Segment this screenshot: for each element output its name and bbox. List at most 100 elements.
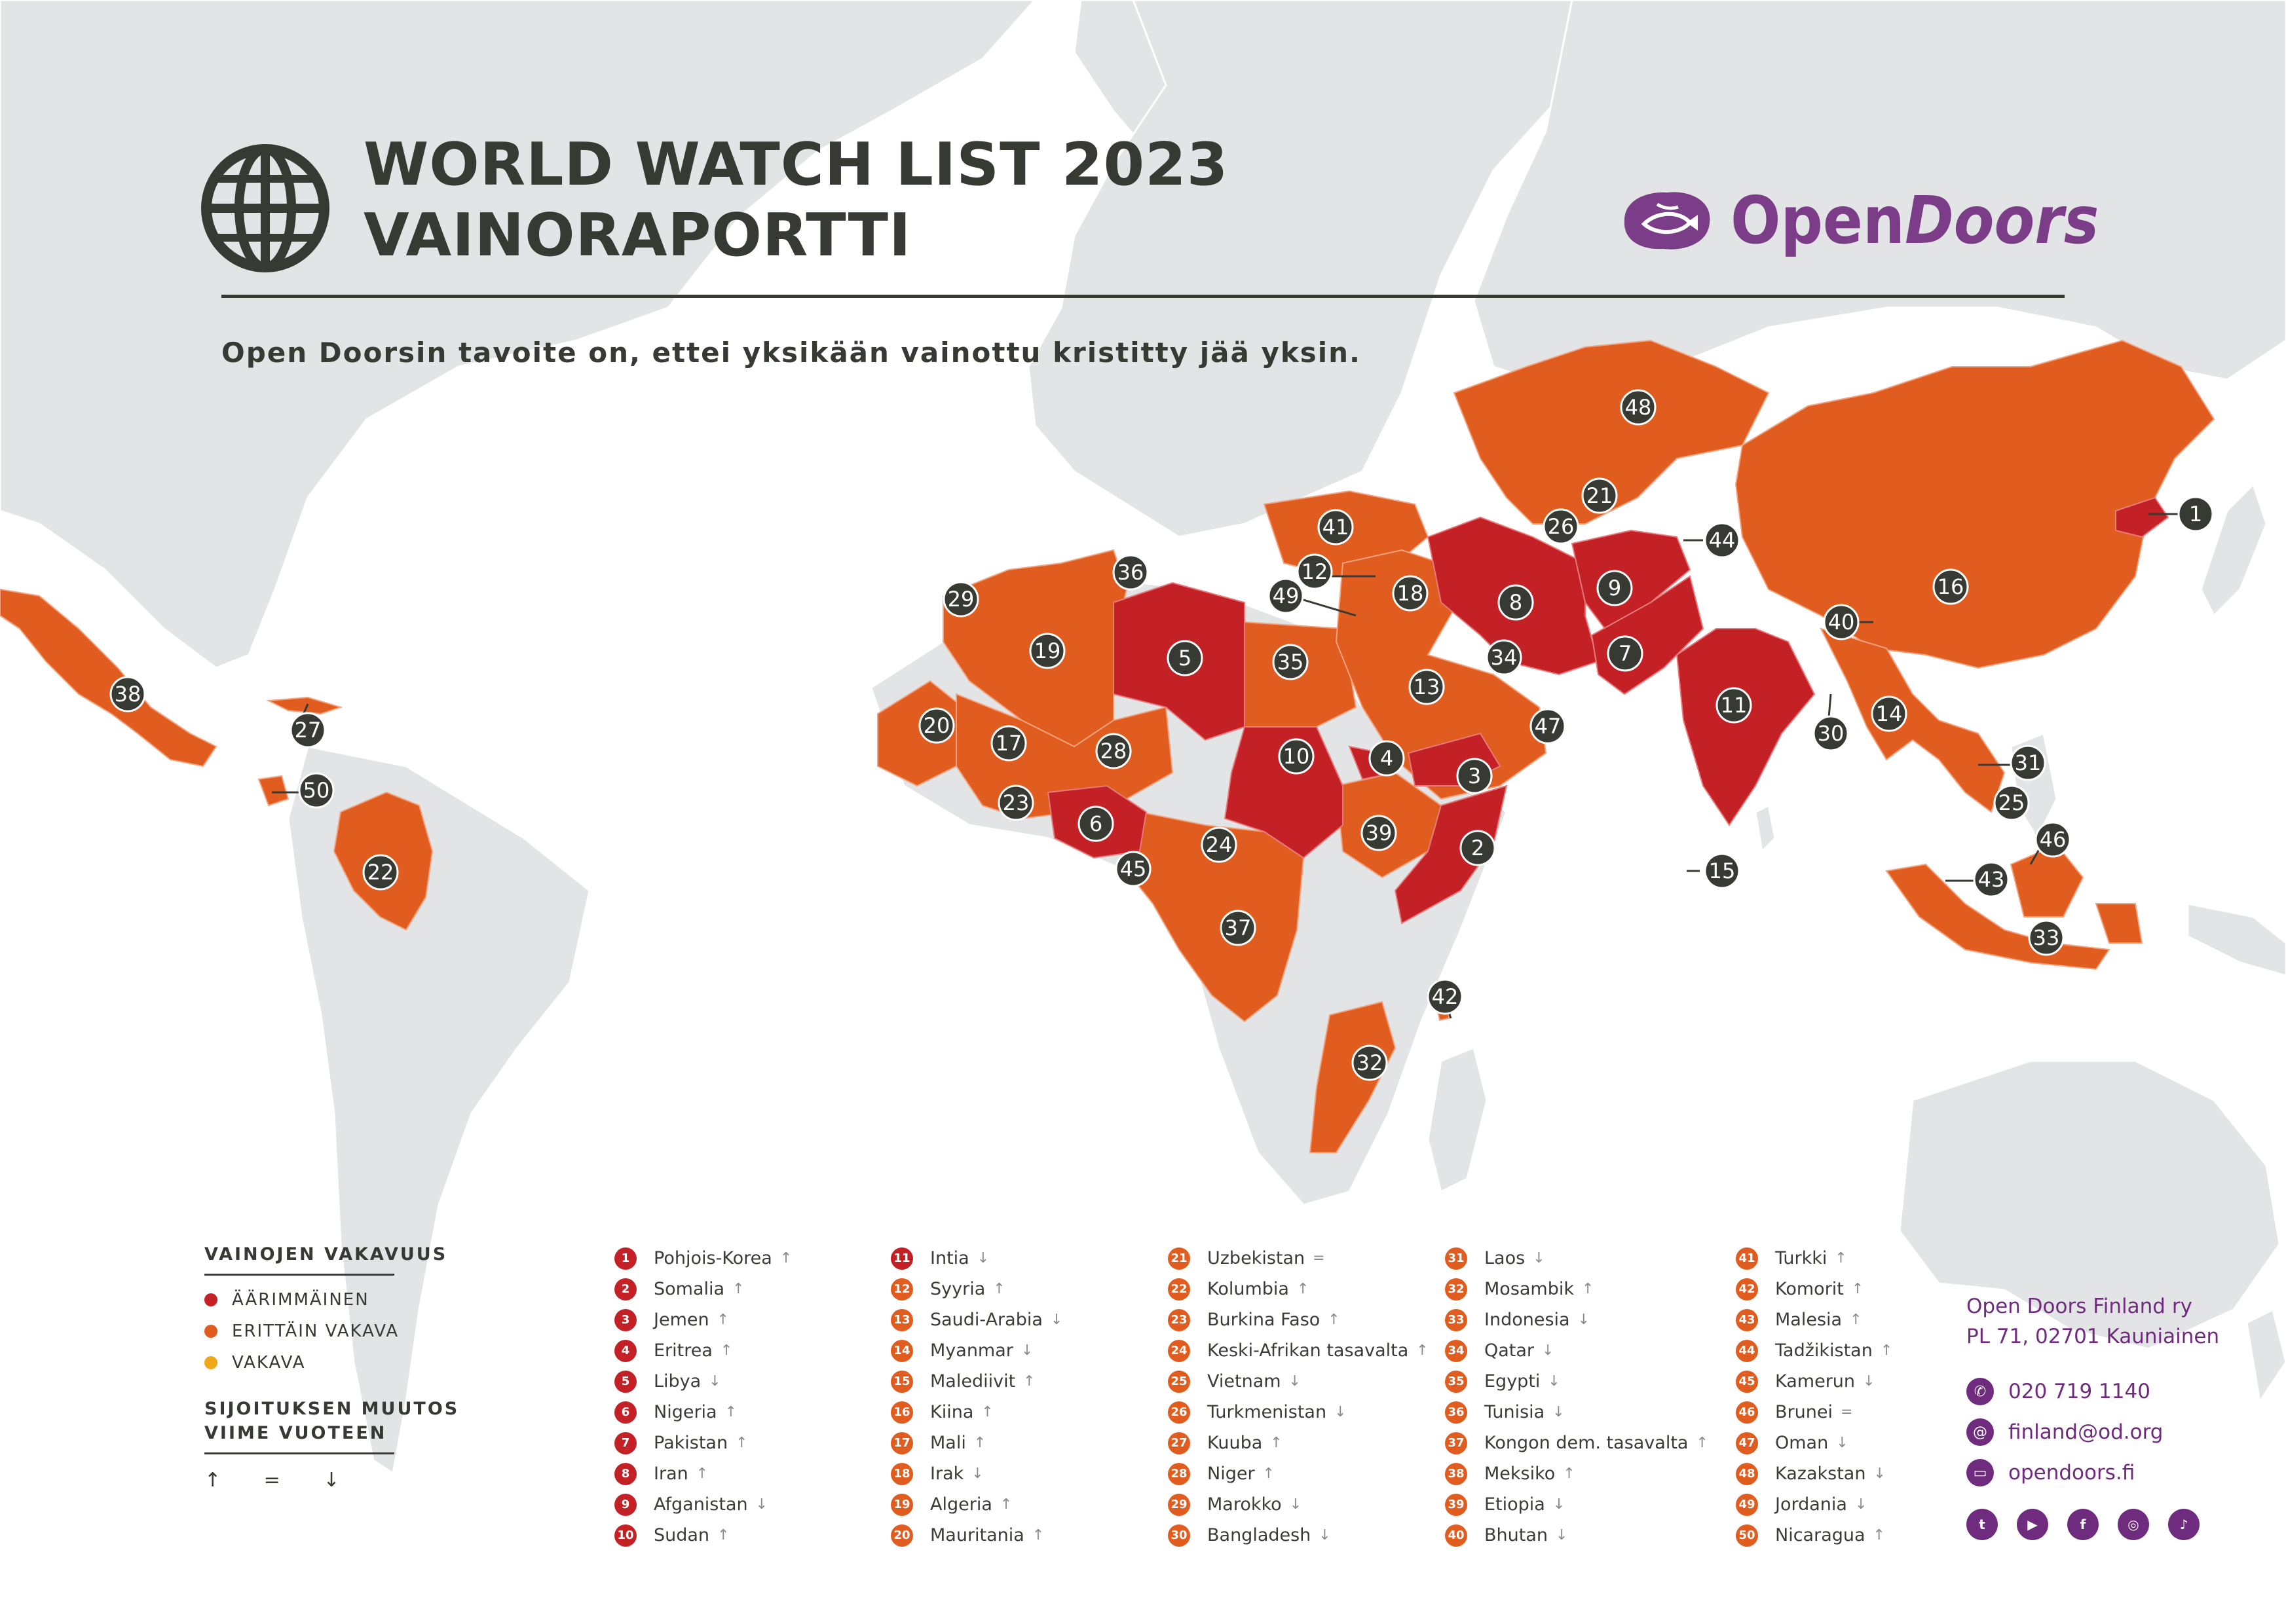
phone-icon: ✆ — [1966, 1378, 1994, 1405]
contact-org-address: PL 71, 02701 Kauniainen — [1966, 1325, 2220, 1348]
country-name: Eritrea — [654, 1340, 713, 1361]
ranking-row: 3 Jemen ↑ — [614, 1304, 792, 1335]
ranking-row: 17 Mali ↑ — [891, 1428, 1062, 1458]
country-name: Mauritania — [930, 1525, 1024, 1545]
rank-trend-icon: ↓ — [1542, 1342, 1554, 1359]
ranking-row: 30 Bangladesh ↓ — [1168, 1520, 1429, 1551]
ranking-row: 46 Brunei = — [1736, 1397, 1892, 1428]
country-name: Kiina — [930, 1402, 974, 1422]
rank-badge: 19 — [891, 1493, 913, 1516]
rank-trend-icon: ↓ — [1552, 1404, 1565, 1420]
rank-trend-icon: ↑ — [1851, 1281, 1864, 1297]
rank-trend-icon: ↓ — [1319, 1527, 1331, 1543]
map-marker-42: 42 — [1427, 978, 1463, 1015]
map-marker-label: 38 — [115, 682, 141, 707]
map-marker-27: 27 — [290, 712, 326, 748]
email-icon: @ — [1966, 1418, 1994, 1446]
country-name: Meksiko — [1484, 1464, 1556, 1484]
rank-trend-icon: ↓ — [1334, 1404, 1347, 1420]
country-name: Pohjois-Korea — [654, 1248, 772, 1268]
rank-markers: 1234567891011121314151617181920212223242… — [109, 389, 2214, 1081]
rank-trend-icon: ↓ — [977, 1250, 990, 1266]
map-marker-50: 50 — [298, 772, 335, 809]
map-marker-label: 9 — [1608, 576, 1621, 600]
legend-divider — [204, 1274, 394, 1276]
rank-trend-icon: ↓ — [1289, 1496, 1302, 1513]
country-somalia — [1394, 784, 1508, 925]
map-marker-label: 46 — [2040, 827, 2067, 852]
country-name: Malesia — [1775, 1310, 1843, 1330]
rank-badge: 13 — [891, 1308, 913, 1331]
country-name: Kazakstan — [1775, 1464, 1866, 1484]
ranking-row: 41 Turkki ↑ — [1736, 1243, 1892, 1274]
contact-email[interactable]: @ finland@od.org — [1966, 1418, 2219, 1446]
country-name: Myanmar — [930, 1340, 1013, 1361]
tiktok-icon[interactable]: ♪ — [2168, 1509, 2200, 1540]
youtube-icon[interactable]: ▶ — [2017, 1509, 2048, 1540]
rank-badge: 9 — [614, 1493, 637, 1516]
ranking-row: 44 Tadžikistan ↑ — [1736, 1335, 1892, 1366]
rank-badge: 1 — [614, 1247, 637, 1270]
ranking-row: 5 Libya ↓ — [614, 1366, 792, 1397]
ranking-row: 7 Pakistan ↑ — [614, 1428, 792, 1458]
map-marker-circle — [1427, 978, 1463, 1015]
legend-item-extreme: ÄÄRIMMÄINEN — [204, 1290, 459, 1310]
country-name: Vietnam — [1207, 1371, 1281, 1392]
facebook-icon[interactable]: f — [2067, 1509, 2099, 1540]
contact-web[interactable]: ▭ opendoors.fi — [1966, 1459, 2219, 1486]
rank-badge: 46 — [1736, 1401, 1758, 1424]
rank-badge: 36 — [1445, 1401, 1467, 1424]
map-marker-label: 26 — [1548, 514, 1575, 539]
rank-badge: 21 — [1168, 1247, 1190, 1270]
country-name: Jordania — [1775, 1494, 1847, 1515]
map-marker-label: 34 — [1491, 645, 1518, 670]
contact-phone[interactable]: ✆ 020 719 1140 — [1966, 1378, 2219, 1405]
map-marker-label: 18 — [1397, 581, 1424, 606]
legend-divider-2 — [204, 1452, 394, 1454]
country-central-africa — [1125, 811, 1305, 1023]
country-name: Turkki — [1775, 1248, 1827, 1268]
map-marker-16: 16 — [1932, 568, 1969, 605]
ranking-row: 9 Afganistan ↓ — [614, 1489, 792, 1520]
map-marker-7: 7 — [1607, 635, 1643, 672]
country-china — [1734, 339, 2215, 669]
map-marker-8: 8 — [1497, 584, 1534, 621]
ranking-row: 34 Qatar ↓ — [1445, 1335, 1708, 1366]
rank-trend-icon: ↑ — [1328, 1312, 1340, 1328]
ranking-row: 49 Jordania ↓ — [1736, 1489, 1892, 1520]
map-marker-label: 44 — [1709, 528, 1736, 553]
map-marker-circle — [2028, 919, 2065, 956]
map-marker-circle — [990, 725, 1027, 762]
country-cuba — [266, 696, 343, 715]
map-marker-34: 34 — [1486, 639, 1522, 676]
country-name: Keski-Afrikan tasavalta — [1207, 1340, 1409, 1361]
ranking-row: 2 Somalia ↑ — [614, 1274, 792, 1304]
ranking-row: 40 Bhutan ↓ — [1445, 1520, 1708, 1551]
map-marker-43: 43 — [1973, 861, 2010, 898]
map-marker-label: 49 — [1273, 583, 1300, 608]
rank-badge: 5 — [614, 1370, 637, 1393]
map-marker-label: 8 — [1509, 590, 1522, 615]
rank-badge: 45 — [1736, 1370, 1758, 1393]
ranking-row: 23 Burkina Faso ↑ — [1168, 1304, 1429, 1335]
map-marker-4: 4 — [1368, 740, 1405, 777]
rankings-column-5: 41 Turkki ↑ 42 Komorit ↑ 43 Malesia ↑ 44 Tadžikist… — [1736, 1243, 1892, 1551]
map-marker-45: 45 — [1115, 851, 1152, 887]
map-marker-circle — [943, 581, 979, 618]
map-marker-label: 30 — [1818, 721, 1845, 746]
country-name: Irak — [930, 1464, 964, 1484]
rank-trend-icon: ↓ — [709, 1373, 721, 1390]
ranking-row: 31 Laos ↓ — [1445, 1243, 1708, 1274]
country-name: Bangladesh — [1207, 1525, 1311, 1545]
map-marker-circle — [2010, 745, 2046, 781]
map-marker-circle — [1497, 584, 1534, 621]
twitter-icon[interactable]: t — [1966, 1509, 1998, 1540]
map-marker-label: 50 — [303, 778, 330, 803]
map-marker-circle — [1486, 639, 1522, 676]
brand-wordmark: OpenDoors — [1731, 182, 2099, 259]
ranking-row: 25 Vietnam ↓ — [1168, 1366, 1429, 1397]
map-marker-circle — [1620, 389, 1657, 426]
map-marker-13: 13 — [1408, 669, 1445, 705]
instagram-icon[interactable]: ◎ — [2118, 1509, 2149, 1540]
country-name: Kamerun — [1775, 1371, 1856, 1392]
